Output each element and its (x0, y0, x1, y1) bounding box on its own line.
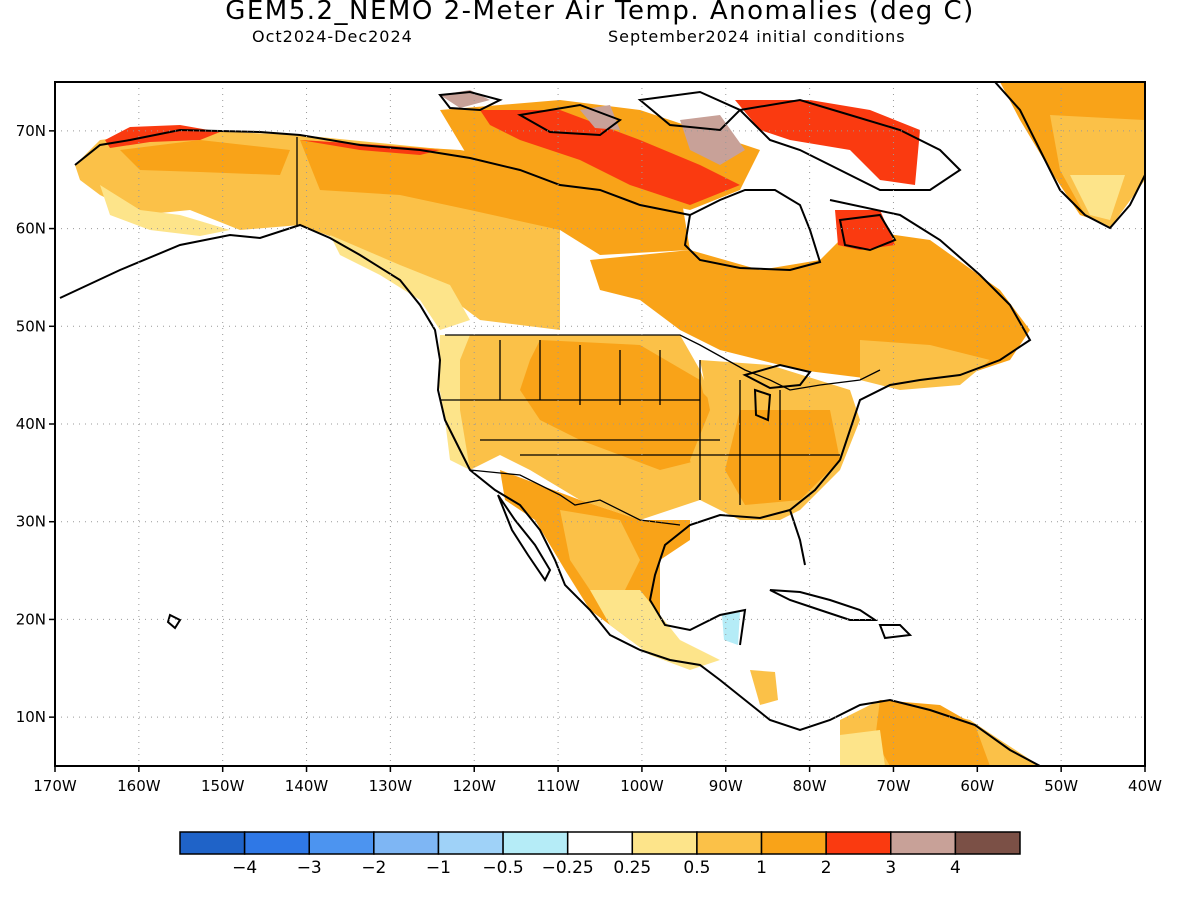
border (469, 469, 681, 526)
borders (296, 137, 881, 526)
anomaly-region (725, 410, 840, 505)
colorbar-label: 2 (821, 858, 832, 878)
coastline (517, 103, 623, 137)
coastline (878, 624, 913, 640)
lat-tick-label: 20N (16, 610, 46, 628)
lat-axis: 70N 60N 50N 40N 30N 20N 10N (16, 122, 46, 726)
colorbar-swatch (243, 831, 310, 855)
coastline (497, 494, 552, 582)
grid (55, 82, 1145, 766)
lon-tick-label: 130W (369, 777, 413, 795)
lat-tick-label: 30N (16, 513, 46, 531)
colorbar-swatch (373, 831, 440, 855)
lon-tick-label: 70W (877, 777, 911, 795)
anomaly-region (835, 210, 895, 250)
coastline (166, 613, 182, 630)
anomaly-region (100, 185, 230, 236)
anomaly-region (750, 670, 778, 705)
anomaly-region (300, 140, 440, 155)
anomaly-region (300, 140, 690, 255)
anomaly-region (120, 140, 290, 175)
border (699, 360, 781, 505)
lon-tick-label: 40W (1128, 777, 1162, 795)
colorbar (179, 831, 1021, 855)
coastline (74, 128, 691, 216)
lon-tick-label: 170W (33, 777, 77, 795)
axis-ticks (49, 130, 1146, 772)
colorbar-label: 0.5 (683, 858, 710, 878)
colorbar-swatch (502, 831, 569, 855)
colorbar-swatch (308, 831, 375, 855)
lat-tick-label: 10N (16, 708, 46, 726)
lat-tick-label: 70N (16, 122, 46, 140)
coastline (788, 199, 1032, 566)
coastline (742, 363, 812, 390)
coastline (753, 388, 772, 422)
lon-tick-label: 110W (536, 777, 580, 795)
lon-tick-label: 90W (709, 777, 743, 795)
colorbar-swatch (760, 831, 827, 855)
colorbar-swatch (954, 831, 1021, 855)
coastline (438, 90, 503, 112)
anomaly-region (860, 340, 990, 390)
anomaly-region (875, 700, 990, 766)
lon-axis: 170W 160W 150W 140W 130W 120W 110W 100W 90W 80W 70… (33, 777, 1162, 795)
lon-tick-label: 100W (620, 777, 664, 795)
coastline (994, 82, 1145, 230)
lon-tick-label: 50W (1044, 777, 1078, 795)
colorbar-label: −4 (232, 858, 257, 878)
colorbar-label: −2 (361, 858, 386, 878)
coastline (737, 98, 962, 191)
anomaly-region (600, 380, 720, 440)
lat-tick-label: 40N (16, 415, 46, 433)
anomaly-region (1070, 175, 1125, 220)
anomaly-region (480, 110, 740, 205)
colorbar-label: 3 (885, 858, 896, 878)
anomaly-region (560, 510, 640, 600)
border (445, 334, 881, 391)
lon-tick-label: 120W (452, 777, 496, 795)
anomaly-region (840, 730, 885, 766)
lon-tick-label: 80W (793, 777, 827, 795)
colorbar-swatch (179, 831, 246, 855)
coastline (59, 223, 1041, 766)
coastline (769, 589, 879, 621)
colorbar-label: −0.5 (482, 858, 523, 878)
lon-tick-label: 60W (960, 777, 994, 795)
coastline (683, 189, 822, 272)
colorbar-swatch (566, 831, 634, 855)
map-title: GEM5.2_NEMO 2-Meter Air Temp. Anomalies … (225, 0, 975, 26)
coastlines (59, 82, 1145, 766)
forecast-period: Oct2024-Dec2024 (252, 27, 413, 46)
lon-tick-label: 160W (117, 777, 161, 795)
lon-tick-label: 140W (285, 777, 329, 795)
coastline (648, 509, 791, 646)
anomaly-region (722, 612, 740, 645)
coastline (637, 90, 742, 132)
anomaly-region (590, 590, 720, 670)
lon-tick-label: 150W (201, 777, 245, 795)
colorbar-label: −1 (426, 858, 451, 878)
colorbar-label: 4 (950, 858, 961, 878)
colorbar-swatch (437, 831, 504, 855)
coastline (838, 213, 897, 252)
colorbar-swatch (631, 831, 698, 855)
colorbar-label: −3 (297, 858, 322, 878)
anomaly-region (1050, 115, 1145, 228)
lat-tick-label: 60N (16, 220, 46, 238)
colorbar-label: 0.25 (613, 858, 651, 878)
colorbar-swatch (696, 831, 763, 855)
anomaly-region (580, 105, 620, 130)
colorbar-labels: −4 −3 −2 −1 −0.5 −0.25 0.25 0.5 1 2 3 4 (232, 858, 961, 878)
colorbar-label: −0.25 (542, 858, 594, 878)
border (440, 399, 840, 456)
colorbar-swatch (825, 831, 892, 855)
colorbar-label: 1 (756, 858, 767, 878)
colorbar-swatch (890, 831, 957, 855)
initial-conditions: September2024 initial conditions (608, 27, 906, 46)
lat-tick-label: 50N (16, 317, 46, 335)
border (499, 340, 661, 405)
